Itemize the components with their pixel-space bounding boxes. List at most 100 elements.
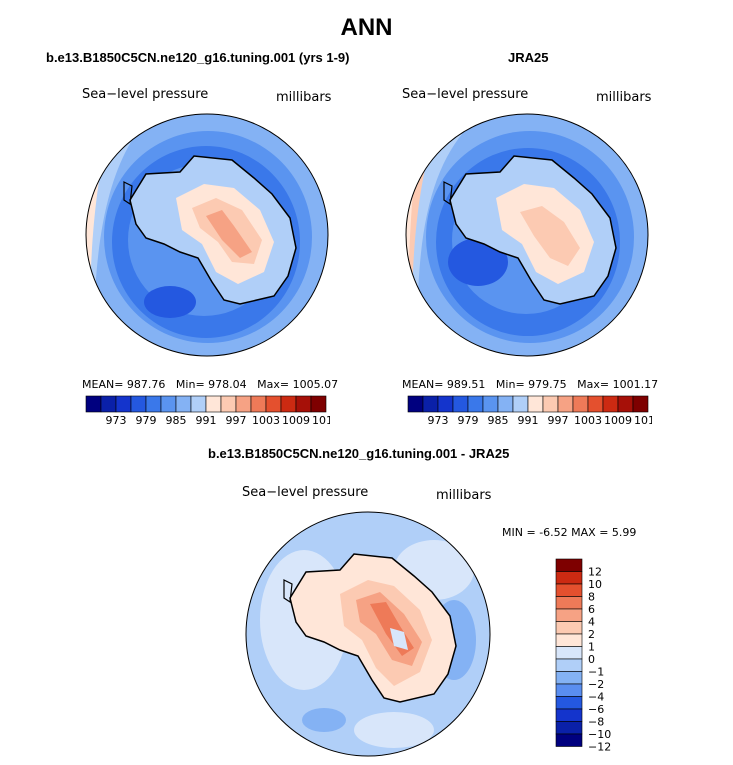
panel-2-colorbar-cell <box>467 395 484 413</box>
panel-2-min-value: 979.75 <box>528 378 567 391</box>
panel-2-mean-label: MEAN= <box>402 378 444 391</box>
diff-colorbar-tick-label: 12 <box>588 566 602 579</box>
panel-2-colorbar-tick-label: 991 <box>518 414 539 427</box>
panel-2-colorbar-cell <box>587 395 604 413</box>
diff-colorbar-tick-label: 8 <box>588 591 595 604</box>
panel-2-colorbar-tick-label: 997 <box>548 414 569 427</box>
panel-1-colorbar-tick-label: 991 <box>196 414 217 427</box>
diff-units-label: millibars <box>436 488 492 503</box>
diff-min-label: MIN = <box>502 526 536 539</box>
panel-1-colorbar-cell <box>130 395 147 413</box>
diff-colorbar-tick-label: 0 <box>588 653 595 666</box>
panel-2-colorbar-tick-label: 1015 <box>634 414 652 427</box>
panel-1-colorbar-tick-label: 979 <box>136 414 157 427</box>
panel-1-colorbar-cell <box>85 395 102 413</box>
diff-colorbar-cell <box>555 696 583 710</box>
panel-2-min-label: Min= <box>495 378 525 391</box>
panel-2-colorbar-tick-label: 973 <box>428 414 449 427</box>
panel-2-colorbar-cell <box>602 395 619 413</box>
diff-colorbar-cell <box>555 683 583 697</box>
panel-1-colorbar-tick-label: 997 <box>226 414 247 427</box>
diff-colorbar-cell <box>555 671 583 685</box>
panel-1-colorbar-cell <box>235 395 252 413</box>
panel-1-units-label: millibars <box>276 90 332 105</box>
diff-map <box>245 511 491 757</box>
panel-1-colorbar-cell <box>190 395 207 413</box>
diff-colorbar-tick-label: 10 <box>588 578 602 591</box>
panel-1-colorbar-cell <box>115 395 132 413</box>
panel-2-colorbar-cell <box>572 395 589 413</box>
panel-2-colorbar-cell <box>452 395 469 413</box>
panel-2-colorbar-cell <box>632 395 649 413</box>
panel-2-colorbar-cell <box>557 395 574 413</box>
panel-2-mean-value: 989.51 <box>446 378 486 391</box>
diff-colorbar-cell <box>555 558 583 572</box>
panel-1-colorbar-cell <box>220 395 237 413</box>
diff-colorbar-tick-label: −12 <box>588 741 611 754</box>
panel-1-colorbar-cell <box>160 395 177 413</box>
diff-panel-title: b.e13.B1850C5CN.ne120_g16.tuning.001 - J… <box>208 446 510 461</box>
diff-colorbar-tick-label: −10 <box>588 728 611 741</box>
diff-colorbar-cell <box>555 583 583 597</box>
panel-1-stats: MEAN= 987.76 Min= 978.04 Max= 1005.07 <box>82 378 338 391</box>
panel-2-colorbar-cell <box>512 395 529 413</box>
diff-colorbar-cell <box>555 596 583 610</box>
panel-1-colorbar-tick-label: 1003 <box>252 414 280 427</box>
diff-min-value: -6.52 <box>539 526 568 539</box>
panel-2-colorbar-tick-label: 979 <box>458 414 479 427</box>
panel-2-colorbar-cell <box>542 395 559 413</box>
diff-colorbar-cell <box>555 646 583 660</box>
panel-2-colorbar-cell <box>617 395 634 413</box>
diff-max-value: 5.99 <box>611 526 637 539</box>
panel-2-colorbar-cell <box>422 395 439 413</box>
diff-colorbar-cell <box>555 571 583 585</box>
diff-colorbar-tick-label: 1 <box>588 641 595 654</box>
diff-colorbar-tick-label: −4 <box>588 691 604 704</box>
panel-2-stats: MEAN= 989.51 Min= 979.75 Max= 1001.17 <box>402 378 658 391</box>
diff-colorbar-cell <box>555 721 583 735</box>
panel-1-min-label: Min= <box>175 378 205 391</box>
panel-1-colorbar-cell <box>100 395 117 413</box>
panel-1-mean-label: MEAN= <box>82 378 124 391</box>
panel-2-max-value: 1001.17 <box>612 378 659 391</box>
panel-2-colorbar-cell <box>497 395 514 413</box>
panel-2-colorbar-tick-label: 1003 <box>574 414 602 427</box>
diff-max-label: MAX = <box>571 526 609 539</box>
panel-2-max-label: Max= <box>577 378 610 391</box>
panel-2-colorbar-tick-label: 1009 <box>604 414 632 427</box>
panel-1-map <box>85 113 329 357</box>
panel-1-colorbar-tick-label: 1015 <box>312 414 330 427</box>
diff-colorbar-cell <box>555 733 583 747</box>
panel-2-title: JRA25 <box>508 50 549 65</box>
figure-title: ANN <box>340 14 393 41</box>
panel-2-colorbar-tick-label: 985 <box>488 414 509 427</box>
panel-1-colorbar-cell <box>175 395 192 413</box>
diff-colorbar-cell <box>555 633 583 647</box>
panel-1-colorbar-tick-label: 985 <box>166 414 187 427</box>
diff-colorbar-cell <box>555 608 583 622</box>
panel-2-units-label: millibars <box>596 90 652 105</box>
panel-1-colorbar-cell <box>265 395 282 413</box>
panel-2-colorbar-cell <box>437 395 454 413</box>
panel-2-colorbar-cell <box>527 395 544 413</box>
panel-1-colorbar-cell <box>205 395 222 413</box>
diff-colorbar-tick-label: 4 <box>588 616 595 629</box>
panel-2-colorbar: 973 979 985 991 997 100310091015 <box>407 395 652 427</box>
panel-1-min-value: 978.04 <box>208 378 247 391</box>
panel-1-colorbar-cell <box>295 395 312 413</box>
diff-colorbar-tick-label: 6 <box>588 603 595 616</box>
panel-1-variable-label: Sea−level pressure <box>82 87 209 102</box>
panel-1-colorbar: 973 979 985 991 997 100310091015 <box>85 395 330 427</box>
panel-2-map <box>405 113 649 357</box>
panel-2-colorbar-cell <box>482 395 499 413</box>
panel-1-colorbar-tick-label: 1009 <box>282 414 310 427</box>
panel-1-max-value: 1005.07 <box>292 378 339 391</box>
diff-colorbar-tick-label: −2 <box>588 678 604 691</box>
panel-1-colorbar-tick-label: 973 <box>106 414 127 427</box>
panel-1-colorbar-cell <box>310 395 327 413</box>
panel-2-colorbar-cell <box>407 395 424 413</box>
panel-1-mean-value: 987.76 <box>126 378 166 391</box>
diff-colorbar-tick-label: 2 <box>588 628 595 641</box>
diff-colorbar-tick-label: −8 <box>588 716 604 729</box>
